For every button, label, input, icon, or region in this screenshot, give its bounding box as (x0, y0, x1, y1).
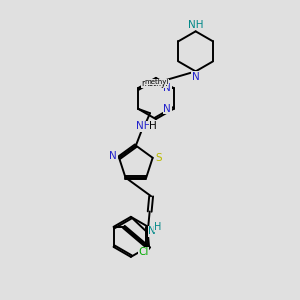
Text: N: N (164, 83, 171, 93)
Text: methyl: methyl (145, 79, 169, 85)
Text: methyl: methyl (141, 79, 168, 88)
Text: Cl: Cl (139, 247, 149, 257)
Text: N: N (192, 72, 200, 82)
Text: S: S (155, 153, 162, 163)
Text: NH: NH (136, 122, 152, 131)
Text: H: H (154, 222, 162, 232)
Text: H: H (149, 122, 157, 131)
Text: NH: NH (188, 20, 203, 30)
Text: N: N (164, 104, 171, 114)
Text: N: N (109, 151, 117, 161)
Text: N: N (148, 226, 156, 236)
